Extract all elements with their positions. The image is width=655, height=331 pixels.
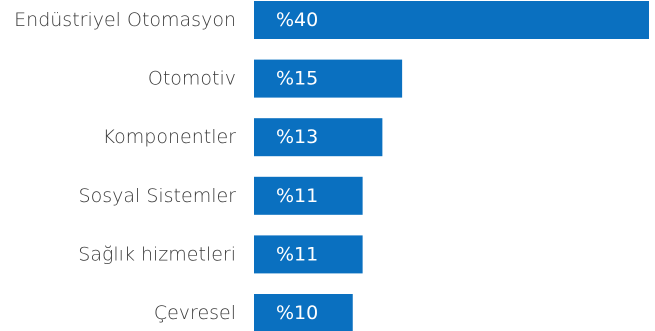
bar	[254, 294, 353, 331]
category-label: Sosyal Sistemler	[79, 185, 237, 207]
value-label: %15	[276, 68, 318, 90]
value-label: %11	[276, 243, 318, 265]
bar	[254, 235, 363, 274]
bar	[254, 59, 403, 98]
category-label: Otomotiv	[148, 68, 236, 90]
value-label: %13	[276, 126, 318, 148]
category-label: Sağlık hizmetleri	[78, 243, 236, 265]
value-label: %40	[276, 9, 318, 31]
category-label: Komponentler	[103, 126, 237, 148]
value-label: %10	[276, 302, 318, 324]
bar	[254, 1, 649, 39]
category-label: Endüstriyel Otomasyon	[14, 9, 236, 31]
bars-layer: Endüstriyel Otomasyon %40 Otomotiv %15 Kompo…	[14, 1, 649, 331]
bar	[254, 176, 363, 215]
category-label: Çevresel	[154, 302, 236, 324]
bar	[254, 118, 383, 157]
value-label: %11	[276, 185, 318, 207]
